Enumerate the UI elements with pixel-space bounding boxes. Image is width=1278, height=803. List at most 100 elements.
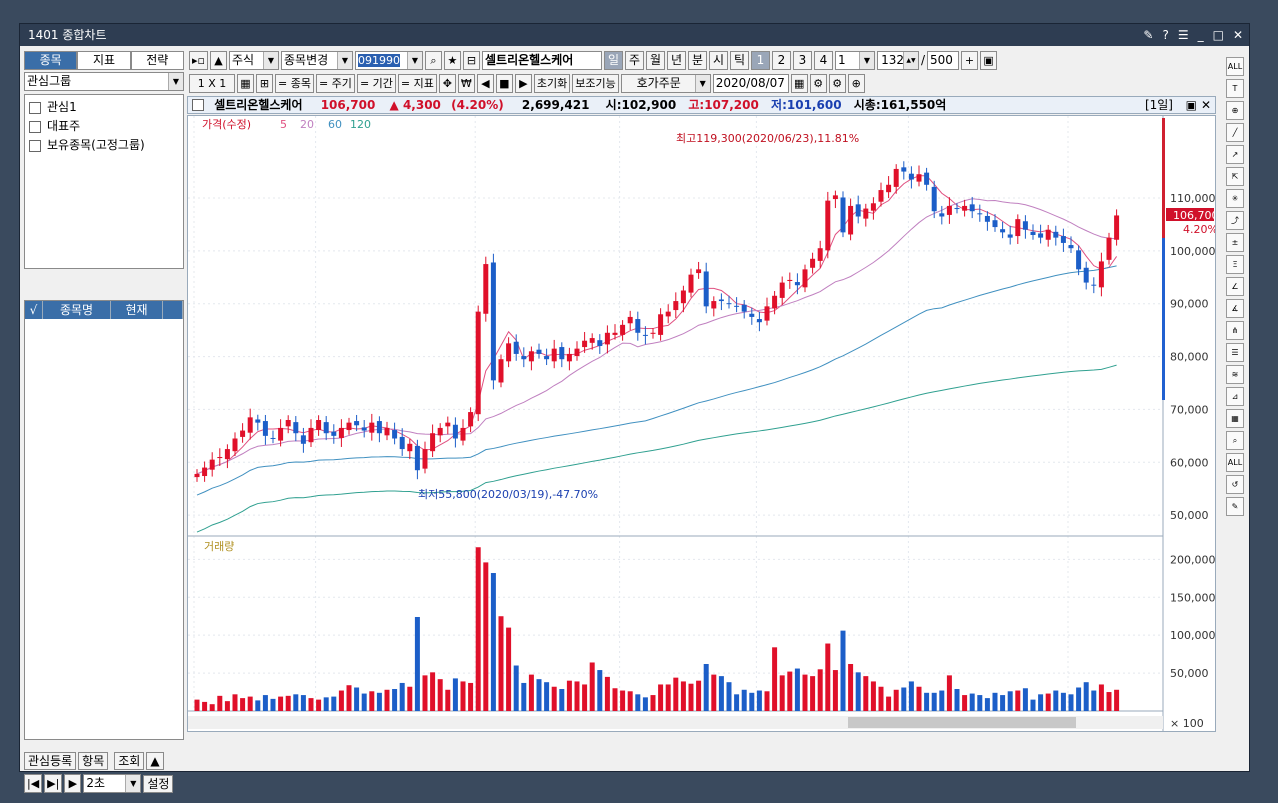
date-input[interactable]: 2020/08/07 (712, 73, 789, 93)
stock-name-field[interactable]: 셀트리온헬스케어 (481, 50, 602, 70)
sync-cycle-button[interactable]: = 주기 (315, 73, 355, 93)
period-month[interactable]: 월 (645, 50, 665, 70)
period-week[interactable]: 주 (624, 50, 644, 70)
group-item[interactable]: 보유종목(고정그룹) (29, 136, 179, 155)
prev-icon[interactable]: ◀ (476, 73, 494, 93)
currency-icon[interactable]: ₩ (457, 73, 475, 93)
info-checkbox[interactable] (192, 99, 204, 111)
config-icon[interactable]: ⚙ (828, 73, 846, 93)
period-day[interactable]: 일 (603, 50, 623, 70)
tool-icon[interactable]: T (1226, 79, 1244, 98)
checkbox[interactable] (29, 101, 41, 114)
pin-icon[interactable]: ✎ (1143, 28, 1154, 42)
sync-item-button[interactable]: = 종목 (275, 73, 314, 93)
bars-icon[interactable]: ☰ (1226, 343, 1244, 362)
trend-icon[interactable]: ⤴ (1226, 211, 1244, 230)
count-3[interactable]: 3 (792, 50, 812, 70)
bars-stepper[interactable]: 132 ▲▼ (876, 50, 919, 70)
scrollbar-thumb[interactable] (848, 717, 1076, 728)
add-icon[interactable]: + (961, 50, 979, 70)
panel-toggle-icon[interactable]: ▸▫ (189, 50, 208, 70)
chart-area[interactable]: 110,000 100,000 90,000 80,000 70,000 60,000 50… (187, 115, 1216, 732)
chevron-down-icon[interactable]: ▼ (694, 74, 710, 92)
calendar-icon[interactable]: ▦ (790, 73, 808, 93)
tab-strategy[interactable]: 전략 (130, 51, 184, 70)
layout-button[interactable]: 1 X 1 (189, 73, 235, 93)
up-icon[interactable]: ▲ (209, 50, 227, 70)
chevron-down-icon[interactable]: ▼ (336, 51, 352, 69)
group-item[interactable]: 대표주 (29, 117, 179, 136)
star-icon[interactable]: ★ (443, 50, 461, 70)
next-icon[interactable]: ▶ (514, 73, 532, 93)
stop-icon[interactable]: ■ (495, 73, 513, 93)
angle-icon[interactable]: ∡ (1226, 299, 1244, 318)
minimize-icon[interactable]: _ (1197, 28, 1204, 42)
register-interest-button[interactable]: 관심등록 (24, 752, 77, 770)
next-icon[interactable]: ▶ (64, 774, 82, 793)
play-icon[interactable]: ▶| (44, 774, 63, 793)
text-icon[interactable]: Ξ (1226, 255, 1244, 274)
reset-button[interactable]: 초기화 (533, 73, 571, 93)
settings-button[interactable]: 설정 (143, 774, 174, 793)
total-field[interactable]: 500 (927, 50, 960, 70)
menu-icon[interactable]: ☰ (1177, 28, 1189, 42)
chevron-down-icon[interactable]: ▼ (125, 775, 141, 792)
channel-icon[interactable]: ∠ (1226, 277, 1244, 296)
group-item[interactable]: 관심1 (29, 98, 179, 117)
extend-icon[interactable]: ⇱ (1226, 167, 1244, 186)
market-select[interactable]: 주식 ▼ (228, 50, 279, 70)
pattern-icon[interactable]: ⊿ (1226, 387, 1244, 406)
crosshair-icon[interactable]: ⊕ (1226, 101, 1244, 120)
unit-select[interactable]: 1 ▼ (834, 50, 875, 70)
chevron-down-icon[interactable]: ▼ (858, 51, 874, 69)
col-check[interactable]: √ (25, 301, 43, 319)
count-2[interactable]: 2 (771, 50, 791, 70)
maximize-pane-icon[interactable]: ▣ (1185, 98, 1197, 112)
query-button[interactable]: 조회 (114, 752, 145, 770)
search-icon[interactable]: ⌕ (424, 50, 442, 70)
first-icon[interactable]: |◀ (24, 774, 43, 793)
count-4[interactable]: 4 (813, 50, 833, 70)
link-icon[interactable]: ⊟ (462, 50, 480, 70)
hline-icon[interactable]: ± (1226, 233, 1244, 252)
period-year[interactable]: 년 (666, 50, 686, 70)
fan-icon[interactable]: ✳ (1226, 189, 1244, 208)
chevron-down-icon[interactable]: ▼ (406, 51, 422, 69)
order-select[interactable]: 호가주문 ▼ (620, 73, 711, 93)
ray-icon[interactable]: ↗ (1226, 145, 1244, 164)
single-icon[interactable]: ⊞ (256, 73, 273, 93)
save-icon[interactable]: ▣ (980, 50, 998, 70)
interval-select[interactable]: 2초 ▼ (83, 774, 142, 793)
sync-term-button[interactable]: = 기간 (356, 73, 396, 93)
help-icon[interactable]: ? (1162, 28, 1169, 42)
checkbox[interactable] (29, 139, 41, 152)
chevron-down-icon[interactable]: ▼ (262, 51, 278, 69)
tab-stock[interactable]: 종목 (24, 51, 78, 70)
edit-icon[interactable]: ✎ (1226, 497, 1244, 516)
code-input[interactable]: 091990 ▼ (354, 50, 423, 70)
tab-indicator[interactable]: 지표 (77, 51, 131, 70)
checkbox[interactable] (29, 120, 41, 133)
qr-icon[interactable]: ▦ (1226, 409, 1244, 428)
stepper-icon[interactable]: ▲▼ (902, 51, 918, 69)
gear-icon[interactable]: ⚙ (809, 73, 827, 93)
count-1[interactable]: 1 (750, 50, 770, 70)
change-select[interactable]: 종목변경 ▼ (280, 50, 353, 70)
erase-all-icon[interactable]: ALL (1226, 453, 1244, 472)
undo-icon[interactable]: ↺ (1226, 475, 1244, 494)
items-button[interactable]: 항목 (78, 752, 109, 770)
period-minute[interactable]: 분 (687, 50, 707, 70)
period-hour[interactable]: 시 (708, 50, 728, 70)
move-icon[interactable]: ✥ (438, 73, 456, 93)
col-name[interactable]: 종목명 (43, 301, 111, 319)
group-select[interactable]: 관심그룹 ▼ (24, 72, 184, 91)
scroll-up-icon[interactable]: ▲ (146, 752, 164, 770)
fib-icon[interactable]: ⋔ (1226, 321, 1244, 340)
period-tick[interactable]: 틱 (729, 50, 749, 70)
sync-indicator-button[interactable]: = 지표 (397, 73, 437, 93)
grid-icon[interactable]: ▦ (237, 73, 254, 93)
aux-button[interactable]: 보조기능 (572, 73, 619, 93)
col-price[interactable]: 현재 (111, 301, 163, 319)
close-icon[interactable]: ✕ (1232, 28, 1243, 42)
chevron-down-icon[interactable]: ▼ (168, 73, 183, 90)
